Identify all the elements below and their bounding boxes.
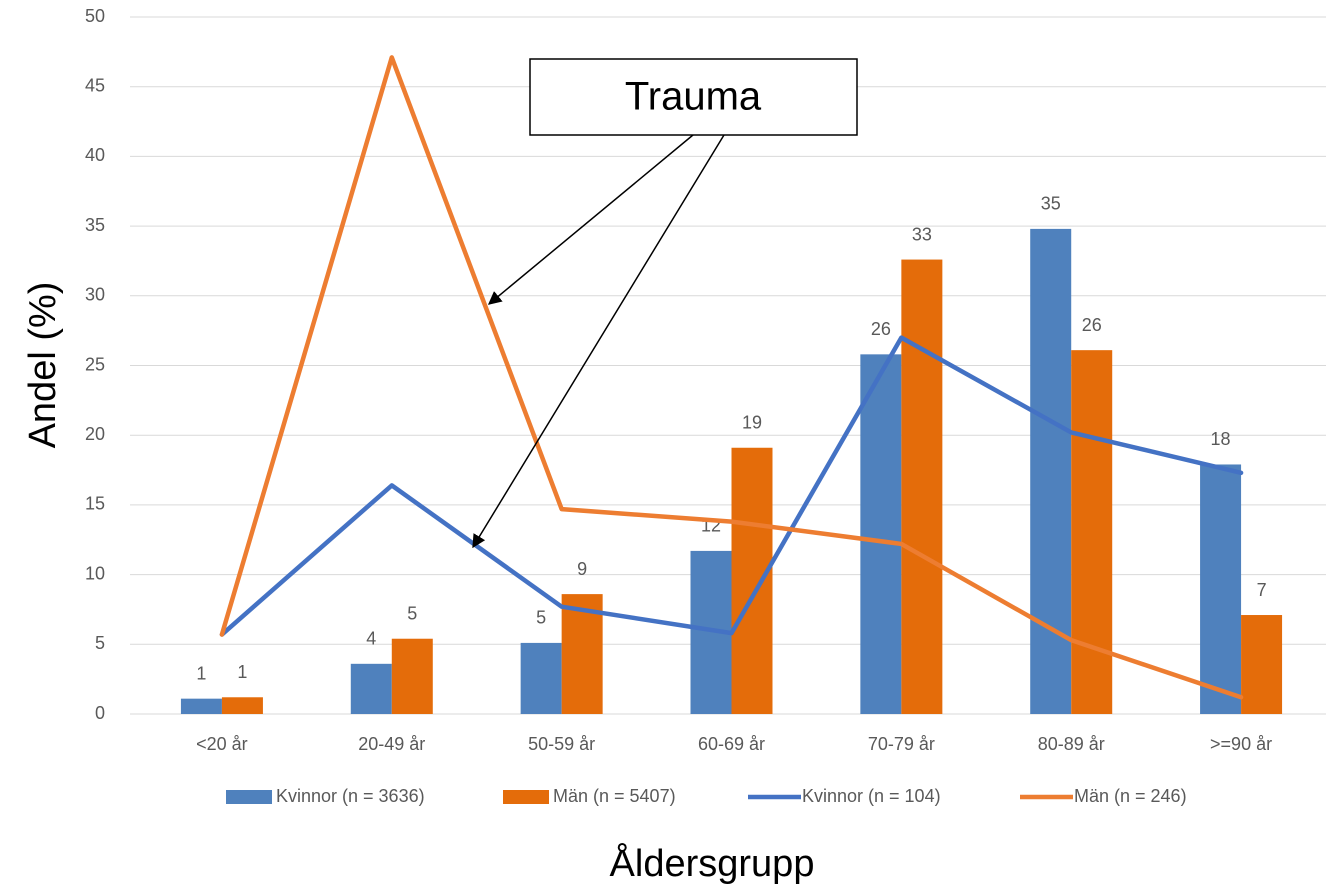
annotation-box xyxy=(529,58,858,136)
bar xyxy=(180,698,222,714)
y-tick-label: 25 xyxy=(85,354,105,374)
x-tick-label: 20-49 år xyxy=(358,734,425,754)
line xyxy=(219,55,1244,700)
data-label: 1 xyxy=(196,663,206,683)
y-tick-label: 5 xyxy=(95,633,105,653)
legend-swatch xyxy=(226,790,272,804)
data-label: 33 xyxy=(912,224,932,244)
data-label: 5 xyxy=(536,608,546,628)
x-tick-label: >=90 år xyxy=(1210,734,1272,754)
bar xyxy=(901,259,943,714)
annotation: Trauma xyxy=(472,58,858,549)
y-tick-label: 45 xyxy=(85,75,105,95)
line xyxy=(219,335,1244,637)
data-label: 7 xyxy=(1257,580,1267,600)
y-tick-label: 30 xyxy=(85,285,105,305)
x-tick-label: 80-89 år xyxy=(1038,734,1105,754)
data-label: 18 xyxy=(1211,429,1231,449)
y-tick-label: 35 xyxy=(85,215,105,235)
bar xyxy=(1241,615,1283,714)
x-tick-label: <20 år xyxy=(196,734,248,754)
y-axis-title: Andel (%) xyxy=(22,282,64,449)
y-tick-label: 50 xyxy=(85,6,105,26)
arrow xyxy=(487,134,694,305)
legend-label: Män (n = 246) xyxy=(1074,786,1187,806)
y-tick-label: 0 xyxy=(95,703,105,723)
legend-swatch xyxy=(503,790,549,804)
bar xyxy=(391,638,433,714)
x-tick-label: 60-69 år xyxy=(698,734,765,754)
bar xyxy=(350,663,392,714)
data-label: 26 xyxy=(1082,315,1102,335)
data-label: 19 xyxy=(742,412,762,432)
bar xyxy=(221,697,263,714)
legend-label: Män (n = 5407) xyxy=(553,786,676,806)
arrow xyxy=(472,134,725,549)
data-label: 1 xyxy=(237,662,247,682)
y-tick-label: 20 xyxy=(85,424,105,444)
legend-label: Kvinnor (n = 3636) xyxy=(276,786,425,806)
legend: Kvinnor (n = 3636) Män (n = 5407) Kvinnor … xyxy=(226,786,1187,806)
bar xyxy=(731,447,773,714)
y-tick-label: 10 xyxy=(85,563,105,583)
bar xyxy=(1030,228,1072,714)
data-label: 26 xyxy=(871,319,891,339)
data-label: 35 xyxy=(1041,194,1061,214)
x-axis-title: Åldersgrupp xyxy=(610,841,815,885)
y-tick-label: 40 xyxy=(85,145,105,165)
x-tick-label: 50-59 år xyxy=(528,734,595,754)
bar xyxy=(520,642,562,714)
x-tick-label: 70-79 år xyxy=(868,734,935,754)
y-tick-label: 15 xyxy=(85,494,105,514)
bar xyxy=(1071,350,1113,714)
legend-label: Kvinnor (n = 104) xyxy=(802,786,941,806)
data-label: 9 xyxy=(577,559,587,579)
bar xyxy=(860,354,902,714)
bar xyxy=(1200,464,1242,714)
annotation-text: Trauma xyxy=(625,75,762,119)
data-label: 5 xyxy=(407,603,417,623)
data-label: 4 xyxy=(366,629,376,649)
